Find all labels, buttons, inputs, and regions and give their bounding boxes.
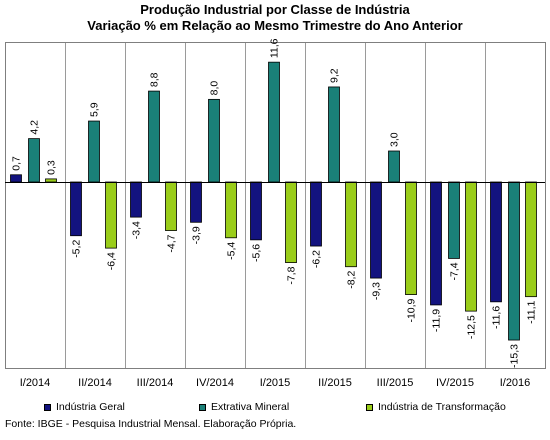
x-tick-label: III/2015 [377,377,414,389]
bar [165,181,177,231]
data-label: 0,3 [46,160,58,175]
data-label: 4,2 [29,120,41,135]
bar [88,120,100,183]
x-tick-label: IV/2015 [436,377,474,389]
bar [45,178,57,183]
legend-swatch [199,403,206,411]
data-label: -7,8 [286,266,298,284]
legend-swatch [44,403,51,411]
data-label: -11,6 [491,306,503,329]
data-label: 5,9 [89,102,101,117]
data-label: 9,2 [329,68,341,83]
bar [525,181,537,298]
chart-subtitle: Variação % em Relação ao Mesmo Trimestre… [87,18,463,33]
bar [490,181,502,303]
x-tick-label: IV/2014 [196,377,234,389]
bar [285,181,297,263]
data-label: -12,5 [466,315,478,339]
x-tick-label: I/2015 [260,377,291,389]
x-tick-label: I/2016 [500,377,531,389]
data-label: -8,2 [346,271,358,289]
data-label: 3,0 [389,132,401,147]
bar [370,181,382,279]
legend-swatch [366,403,373,411]
bar [268,61,280,183]
x-tick-label: II/2014 [78,377,112,389]
data-label: -10,9 [406,298,418,322]
bar [28,138,40,183]
bar [388,150,400,183]
bar [148,90,160,183]
data-label: 11,6 [269,38,281,58]
x-tick-label: III/2014 [137,377,174,389]
data-label: -9,3 [371,282,383,300]
bar [310,181,322,247]
data-label: -4,7 [166,234,178,252]
plot-frame [5,42,546,369]
data-label: 0,7 [11,156,23,171]
data-label: -5,6 [251,244,263,262]
chart-title: Produção Industrial por Classe de Indúst… [140,2,410,17]
bar [328,86,340,183]
data-label: -5,2 [71,240,83,258]
source-note: Fonte: IBGE - Pesquisa Industrial Mensal… [5,418,297,430]
bar [10,174,22,183]
bar [465,181,477,312]
x-tick-label: II/2015 [318,377,352,389]
data-label: -11,9 [431,309,443,332]
legend-item-industria-transformacao: Indústria de Transformação [366,401,506,413]
legend-label: Indústria de Transformação [378,401,506,413]
data-label: -15,3 [509,344,521,368]
bar [508,181,520,341]
bar [105,181,117,249]
bar [70,181,82,237]
bar [405,181,417,295]
legend-label: Indústria Geral [56,401,125,413]
legend-label: Extrativa Mineral [211,401,290,413]
data-label: 8,8 [149,72,161,87]
data-label: -3,4 [131,221,143,239]
data-label: -5,4 [226,242,238,260]
data-label: -6,2 [311,250,323,268]
bar [190,181,202,223]
bar [345,181,357,268]
bar [448,181,460,259]
bar [225,181,237,239]
data-label: -6,4 [106,252,118,270]
data-label: -11,1 [526,301,538,324]
bar [250,181,262,241]
data-label: -7,4 [449,262,461,280]
x-tick-label: I/2014 [20,377,51,389]
bar [208,98,220,183]
data-label: 8,0 [209,81,221,96]
bar [130,181,142,218]
data-label: -3,9 [191,226,203,244]
legend-item-industria-geral: Indústria Geral [44,401,125,413]
legend-item-extrativa-mineral: Extrativa Mineral [199,401,289,413]
bar [430,181,442,306]
